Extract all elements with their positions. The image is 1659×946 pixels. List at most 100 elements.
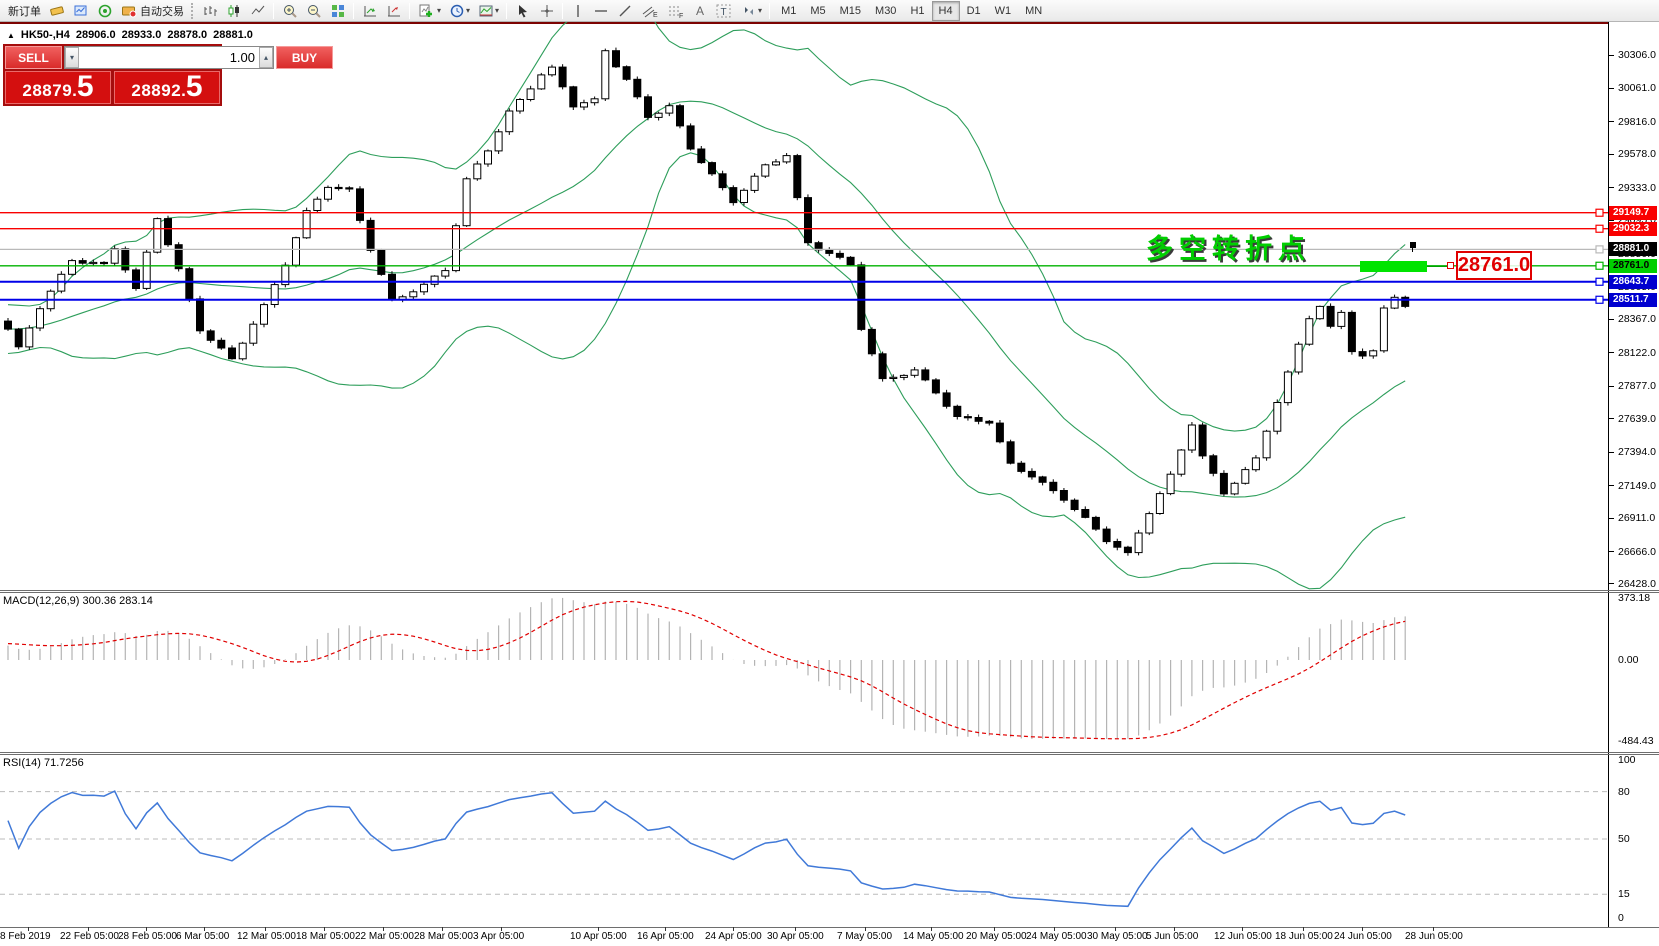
signal-icon[interactable]: [93, 1, 117, 21]
zoom-out-icon[interactable]: [302, 1, 326, 21]
candle-up: [1187, 424, 1196, 451]
time-axis-label: 28 Mar 05:00: [414, 931, 473, 942]
macd-signal-line: [7, 600, 1406, 740]
ohlc-high: 28933.0: [121, 29, 162, 41]
price-tick-mark: [1608, 352, 1614, 354]
crosshair-icon[interactable]: [535, 1, 559, 21]
bollinger-lower-band: [7, 152, 1406, 590]
add-indicator-icon[interactable]: ▾: [414, 1, 445, 21]
text-label-tool-icon[interactable]: T: [711, 1, 737, 21]
ticket-icon[interactable]: [45, 1, 69, 21]
price-tick-mark: [1608, 121, 1614, 123]
arrows-tool-icon[interactable]: ▾: [737, 1, 766, 21]
pivot-highlight-rectangle[interactable]: [1360, 261, 1427, 272]
timeframe-button-m5[interactable]: M5: [810, 4, 826, 17]
new-chart-shift-icon[interactable]: [382, 1, 406, 21]
level-line-handle: [1595, 224, 1604, 233]
time-tick-mark: [28, 927, 29, 931]
trendline-tool-icon[interactable]: [613, 1, 637, 21]
timeframe-button-m15[interactable]: M15: [839, 4, 862, 17]
volume-decrease-button[interactable]: ▾: [65, 47, 79, 68]
candle-down: [174, 244, 183, 270]
candle-down: [1209, 455, 1218, 474]
level-price-label: 28761.0: [1609, 258, 1657, 273]
time-axis-label: 28 Feb 05:00: [118, 931, 177, 942]
toolbar: 新订单 自动交易: [0, 0, 1659, 22]
timeframe-button-m30[interactable]: M30: [875, 4, 897, 17]
auto-trading-button[interactable]: 自动交易: [117, 1, 188, 21]
time-axis-label: 18 Jun 05:00: [1275, 931, 1333, 942]
new-order-button[interactable]: 新订单: [4, 1, 45, 21]
timeframe-button-w1[interactable]: W1: [994, 4, 1012, 17]
price-tick-label: 29578.0: [1618, 148, 1656, 161]
candle-up: [110, 248, 119, 264]
equidistant-channel-tool-icon[interactable]: E: [637, 1, 663, 21]
strategy-tester-icon[interactable]: [358, 1, 382, 21]
rsi-value: 71.7256: [43, 757, 84, 769]
macd-pane-canvas[interactable]: [0, 593, 1608, 752]
time-axis-label: 22 Mar 05:00: [355, 931, 414, 942]
price-tag-handle[interactable]: [1447, 262, 1454, 269]
market-watch-icon[interactable]: [69, 1, 93, 21]
candle-down: [1123, 546, 1132, 554]
candle-up: [782, 155, 791, 163]
candle-up: [772, 161, 780, 166]
vertical-line-tool-icon[interactable]: [567, 1, 589, 21]
rsi-pane-canvas[interactable]: [0, 755, 1608, 927]
timeframe-button-mn[interactable]: MN: [1025, 4, 1043, 17]
candle-up: [899, 374, 908, 378]
candle-down: [921, 369, 930, 381]
bar-chart-icon[interactable]: [198, 1, 222, 21]
candle-down: [793, 155, 802, 199]
candlestick-chart-icon[interactable]: [222, 1, 246, 21]
buy-button[interactable]: BUY: [276, 46, 333, 69]
tile-windows-icon[interactable]: [326, 1, 350, 21]
price-tick-mark: [1608, 54, 1614, 56]
line-chart-icon[interactable]: [246, 1, 270, 21]
candle-up: [740, 189, 748, 204]
volume-increase-button[interactable]: ▴: [259, 47, 273, 68]
pane-separator[interactable]: [0, 752, 1659, 753]
pivot-annotation-text[interactable]: 多空转折点: [1146, 234, 1311, 264]
candle-down: [1358, 351, 1367, 357]
pivot-price-tag[interactable]: 28761.0: [1456, 251, 1532, 280]
time-axis-label: 18 Mar 05:00: [296, 931, 355, 942]
buy-price[interactable]: 28892. 5: [114, 71, 220, 104]
sell-button[interactable]: SELL: [5, 46, 62, 69]
price-tick-label: 30061.0: [1618, 82, 1656, 95]
candle-down: [612, 50, 620, 68]
main-chart-canvas[interactable]: [0, 22, 1608, 590]
price-tick-label: 27149.0: [1618, 479, 1656, 492]
candle-down: [228, 347, 236, 360]
candle-down: [366, 219, 375, 251]
candle-down: [729, 187, 738, 204]
volume-input[interactable]: [79, 47, 259, 68]
sell-price[interactable]: 28879. 5: [5, 71, 111, 104]
svg-text:T: T: [721, 7, 727, 18]
period-clock-icon[interactable]: ▾: [445, 1, 474, 21]
time-tick-mark: [1174, 927, 1175, 931]
fibonacci-tool-icon[interactable]: F: [663, 1, 689, 21]
text-tool-icon[interactable]: A: [689, 1, 711, 21]
level-price-label: 28881.0: [1609, 242, 1657, 257]
timeframe-button-h4[interactable]: H4: [931, 0, 960, 21]
timeframe-button-d1[interactable]: D1: [966, 4, 981, 17]
time-tick-mark: [383, 927, 384, 931]
zoom-in-icon[interactable]: [278, 1, 302, 21]
template-icon[interactable]: ▾: [474, 1, 503, 21]
candle-up: [1134, 532, 1143, 554]
cursor-icon[interactable]: [511, 1, 535, 21]
timeframe-button-m1[interactable]: M1: [781, 4, 797, 17]
time-tick-mark: [598, 927, 599, 931]
candle-up: [1177, 449, 1186, 475]
collapse-arrow-icon[interactable]: ▲: [7, 30, 15, 40]
toolbar-separator: [273, 2, 274, 19]
timeframe-button-h1[interactable]: H1: [910, 4, 925, 17]
buy-price-big-digit: 5: [185, 70, 203, 103]
candle-down: [974, 417, 983, 422]
horizontal-line-tool-icon[interactable]: [589, 1, 613, 21]
candle-down: [558, 66, 567, 88]
price-tick-label: 29333.0: [1618, 181, 1656, 194]
pane-separator[interactable]: [0, 590, 1659, 591]
sell-price-dot: .: [72, 81, 77, 100]
